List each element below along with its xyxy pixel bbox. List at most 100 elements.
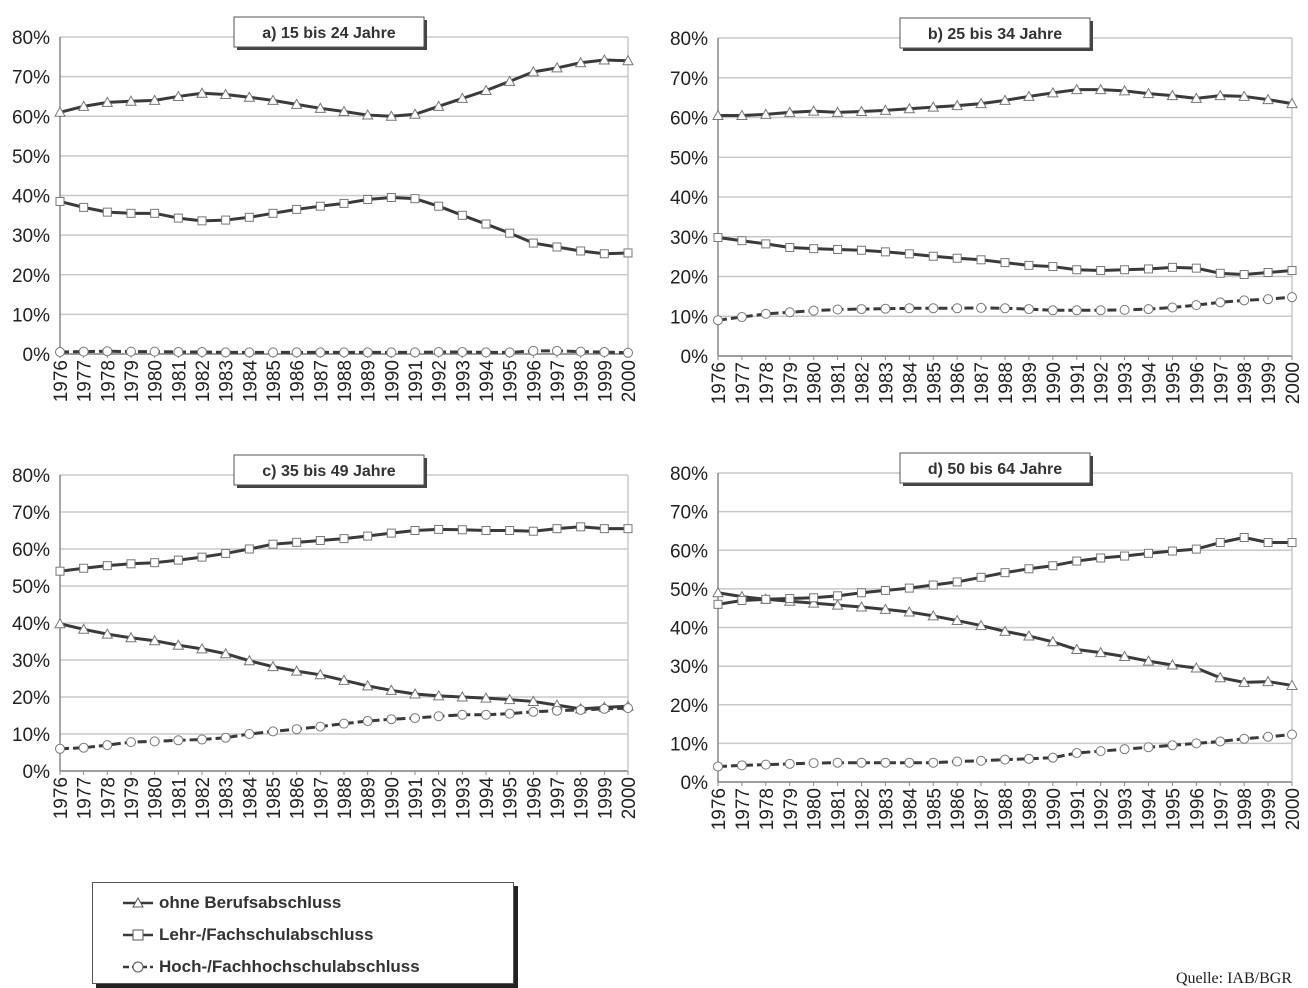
data-point — [1238, 676, 1251, 687]
data-point — [975, 97, 987, 109]
data-point — [267, 660, 279, 672]
data-point — [785, 242, 795, 252]
data-point — [78, 742, 89, 753]
x-tick-label: 1980 — [805, 362, 826, 404]
data-point — [338, 674, 350, 685]
x-tick-label: 1979 — [781, 788, 802, 830]
data-point — [172, 90, 185, 101]
x-tick-label: 1983 — [217, 360, 238, 402]
x-tick-label: 1995 — [501, 777, 522, 819]
x-tick-label: 1995 — [1163, 362, 1184, 404]
x-tick-label: 1980 — [146, 360, 167, 402]
x-tick-label: 1976 — [709, 362, 730, 404]
data-point — [904, 757, 915, 768]
data-point — [220, 732, 231, 743]
y-tick-label: 50% — [12, 577, 50, 598]
data-point — [314, 668, 327, 680]
series-1 — [54, 617, 634, 714]
data-point — [1070, 83, 1083, 95]
data-point — [1143, 742, 1154, 753]
x-tick-label: 1984 — [240, 777, 261, 820]
data-point — [102, 207, 112, 217]
y-tick-label: 50% — [12, 147, 50, 168]
x-tick-label: 1988 — [996, 362, 1017, 404]
panel-title: a) 15 bis 24 Jahre — [262, 25, 396, 42]
y-tick-label: 70% — [12, 68, 50, 89]
data-point — [831, 106, 844, 117]
data-point — [78, 346, 89, 357]
data-point — [1262, 675, 1274, 687]
data-point — [1071, 305, 1082, 316]
x-tick-label: 1996 — [1187, 788, 1208, 830]
data-point — [244, 347, 255, 358]
data-point — [855, 600, 868, 612]
x-tick-label: 1994 — [1140, 788, 1161, 831]
x-tick-label: 1995 — [501, 360, 522, 402]
data-point — [101, 96, 114, 107]
data-point — [410, 713, 420, 724]
data-point — [456, 92, 469, 103]
data-point — [79, 563, 89, 573]
x-tick-label: 1986 — [288, 360, 309, 402]
data-point — [1024, 260, 1034, 270]
data-point — [432, 689, 445, 701]
x-tick-label: 1982 — [853, 362, 874, 404]
data-point — [339, 198, 349, 208]
data-point — [1190, 662, 1203, 673]
data-point — [552, 524, 562, 534]
series-3 — [713, 292, 1297, 326]
x-tick-label: 1999 — [595, 777, 616, 819]
legend-marker-square — [123, 929, 153, 941]
data-point — [1118, 650, 1131, 661]
y-tick-label: 10% — [670, 307, 708, 328]
panel-title: b) 25 bis 34 Jahre — [928, 26, 1062, 43]
x-tick-label: 1980 — [805, 788, 826, 830]
x-tick-label: 2000 — [1283, 788, 1304, 830]
data-point — [126, 737, 136, 748]
panel-title: d) 50 bis 64 Jahre — [928, 461, 1062, 478]
legend-item-hoch: Hoch-/Fachhochschulabschluss — [121, 954, 420, 980]
data-point — [1144, 548, 1153, 558]
data-point — [409, 108, 421, 119]
x-tick-label: 1989 — [1020, 788, 1041, 830]
data-point — [1000, 754, 1010, 765]
data-point — [173, 213, 183, 223]
y-tick-label: 0% — [681, 347, 709, 368]
y-tick-label: 60% — [670, 541, 708, 562]
data-point — [976, 302, 987, 313]
y-tick-label: 30% — [670, 228, 708, 249]
x-tick-label: 1990 — [1044, 362, 1065, 404]
data-point — [457, 709, 468, 720]
data-point — [952, 756, 963, 767]
data-point — [783, 106, 796, 117]
data-point — [361, 109, 374, 120]
data-point — [880, 303, 891, 314]
data-point — [363, 194, 373, 204]
data-point — [807, 597, 820, 608]
y-tick-label: 60% — [670, 109, 708, 130]
y-tick-label: 70% — [670, 69, 708, 90]
y-tick-label: 40% — [12, 614, 50, 635]
data-point — [1287, 292, 1297, 303]
data-point — [832, 304, 843, 315]
data-point — [856, 757, 867, 768]
data-point — [737, 595, 747, 605]
data-point — [1166, 89, 1179, 101]
data-point — [1000, 258, 1010, 268]
series-2 — [713, 233, 1297, 280]
data-point — [552, 705, 562, 716]
x-tick-label: 1986 — [948, 362, 969, 404]
data-point — [315, 535, 325, 545]
data-point — [433, 347, 444, 358]
data-point — [1000, 303, 1010, 314]
data-point — [54, 617, 66, 629]
data-point — [1167, 546, 1177, 556]
data-point — [833, 591, 843, 601]
legend-item-lehr: Lehr-/Fachschulabschluss — [121, 922, 373, 948]
data-point — [976, 755, 987, 766]
data-point — [1047, 752, 1058, 763]
series-2 — [55, 522, 633, 576]
data-point — [879, 104, 892, 115]
x-tick-label: 1977 — [733, 362, 754, 404]
